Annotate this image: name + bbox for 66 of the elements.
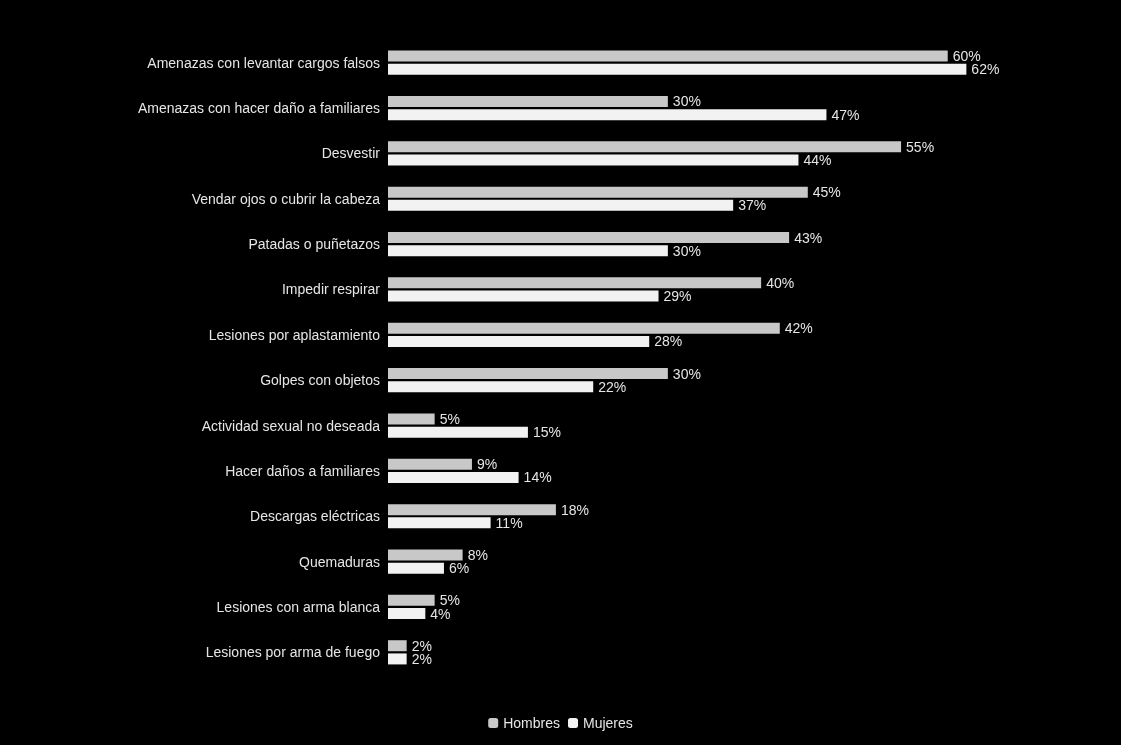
data-label: 37%	[738, 197, 767, 214]
data-label: 8%	[467, 547, 488, 564]
y-tick-label: Desvestir	[321, 145, 381, 162]
y-tick-label: Quemaduras	[299, 553, 380, 570]
y-tick-label: Impedir respirar	[281, 281, 381, 298]
bar	[388, 186, 808, 198]
data-label: 42%	[784, 320, 813, 337]
bar	[388, 50, 948, 62]
y-tick-label: Golpes con objetos	[260, 372, 380, 389]
bar	[388, 245, 668, 257]
bar	[388, 640, 407, 652]
legend-label: Hombres	[503, 715, 560, 731]
data-label: 5%	[439, 410, 460, 427]
y-tick-label: Hacer daños a familiares	[225, 462, 380, 479]
data-label: 30%	[672, 242, 701, 259]
bar	[388, 504, 556, 516]
bar	[388, 141, 902, 153]
y-tick-label: Amenazas con hacer daño a familiares	[137, 100, 380, 117]
bar	[388, 426, 528, 438]
bar	[388, 653, 407, 665]
data-label: 9%	[476, 456, 498, 473]
y-tick-label: Lesiones por aplastamiento	[208, 326, 381, 343]
data-label: 22%	[598, 378, 627, 395]
data-label: 44%	[803, 151, 832, 168]
y-tick-label: Lesiones por arma de fuego	[205, 644, 381, 661]
data-label: 43%	[794, 229, 823, 246]
bar	[388, 322, 780, 334]
bar	[388, 549, 463, 561]
data-label: 18%	[560, 501, 589, 518]
legend-label: Mujeres	[583, 715, 633, 731]
bar	[388, 413, 435, 425]
bar	[388, 232, 790, 244]
data-label: 6%	[448, 560, 470, 577]
bar	[388, 109, 827, 121]
data-label: 28%	[654, 333, 683, 350]
bar	[388, 471, 519, 483]
bar	[388, 594, 435, 606]
bar	[388, 335, 650, 347]
y-tick-label: Amenazas con levantar cargos falsos	[147, 54, 380, 71]
data-label: 29%	[663, 288, 692, 305]
y-tick-label: Vendar ojos o cubrir la cabeza	[191, 190, 381, 207]
bar	[388, 63, 967, 75]
bar	[388, 517, 491, 529]
data-label: 30%	[672, 93, 701, 110]
data-label: 45%	[812, 184, 841, 201]
data-label: 14%	[523, 469, 552, 486]
bar	[388, 608, 426, 620]
data-label: 15%	[532, 424, 561, 441]
data-label: 11%	[495, 514, 523, 531]
y-tick-label: Lesiones con arma blanca	[216, 598, 381, 615]
bar	[388, 277, 762, 289]
bar	[388, 368, 668, 380]
y-tick-label: Descargas eléctricas	[250, 508, 380, 525]
bar	[388, 199, 734, 211]
bar	[388, 95, 668, 107]
bar	[388, 458, 472, 470]
bar	[388, 154, 799, 166]
bar	[388, 381, 594, 393]
bar	[388, 290, 659, 302]
data-label: 47%	[831, 106, 860, 123]
y-tick-label: Patadas o puñetazos	[248, 236, 380, 253]
data-label: 40%	[766, 274, 795, 291]
y-tick-label: Actividad sexual no deseada	[201, 417, 381, 434]
data-label: 55%	[906, 138, 935, 155]
data-label: 30%	[672, 365, 701, 382]
bar	[388, 562, 444, 574]
